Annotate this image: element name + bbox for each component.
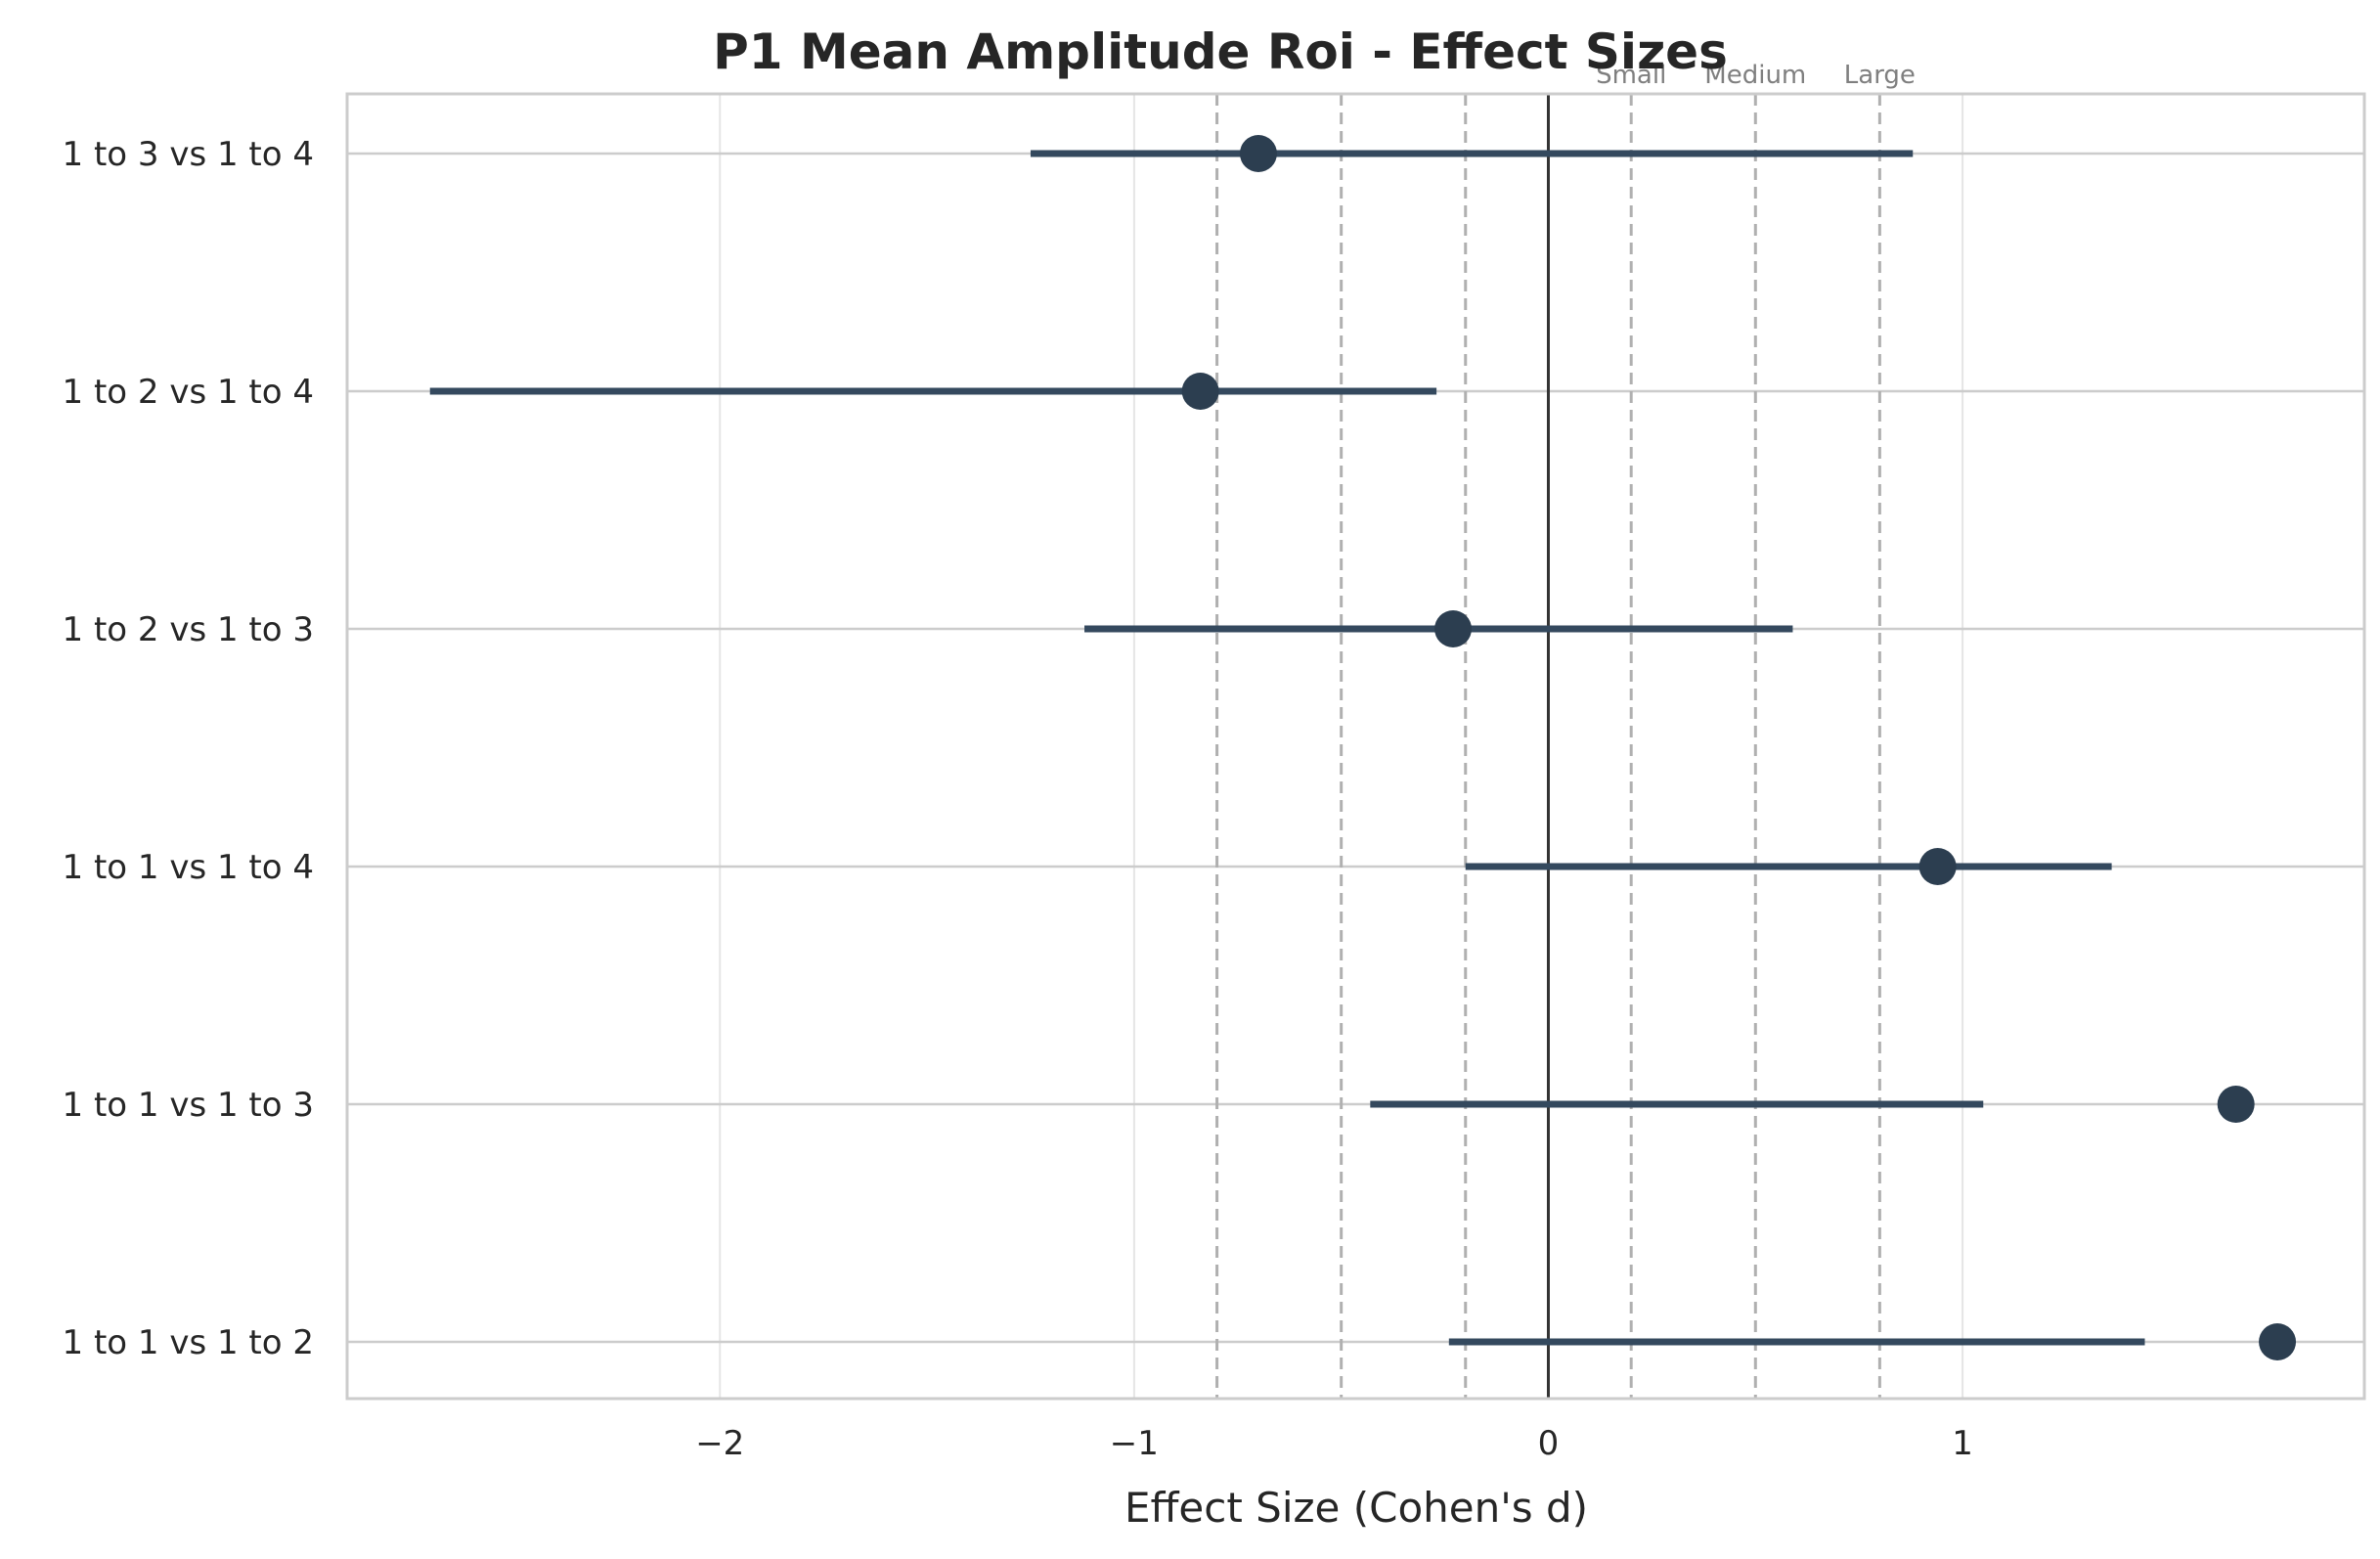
effect-point — [1434, 610, 1473, 647]
x-tick-label: 1 — [1952, 1424, 1973, 1463]
effect-point — [1918, 848, 1957, 885]
x-tick-label: 0 — [1538, 1424, 1560, 1463]
y-tick-label: 1 to 2 vs 1 to 4 — [63, 373, 314, 412]
effect-point — [2217, 1086, 2255, 1123]
y-tick-label: 1 to 2 vs 1 to 3 — [63, 610, 314, 649]
threshold-label-medium: Medium — [1704, 61, 1806, 90]
x-tick-label: −2 — [695, 1424, 744, 1463]
effect-point — [1239, 135, 1277, 172]
tick-labels: −2 −1 0 1 1 to 3 vs 1 to 4 1 to 2 vs 1 to 4 1 … — [63, 135, 1973, 1463]
x-axis-label: Effect Size (Cohen's d) — [1124, 1484, 1588, 1532]
y-tick-label: 1 to 1 vs 1 to 2 — [63, 1323, 314, 1362]
effect-point — [2259, 1323, 2297, 1360]
threshold-lines: Small Medium Large — [1215, 61, 1916, 1399]
chart-title: P1 Mean Amplitude Roi - Effect Sizes — [713, 23, 1728, 80]
y-tick-label: 1 to 1 vs 1 to 4 — [63, 848, 314, 887]
plot-frame — [345, 92, 2366, 1401]
data-layer — [429, 135, 2297, 1360]
threshold-label-large: Large — [1844, 61, 1916, 90]
effect-point — [1181, 373, 1219, 410]
threshold-label-small: Small — [1596, 61, 1666, 90]
y-tick-label: 1 to 3 vs 1 to 4 — [63, 135, 314, 174]
x-tick-label: −1 — [1110, 1424, 1159, 1463]
y-tick-label: 1 to 1 vs 1 to 3 — [63, 1086, 314, 1125]
